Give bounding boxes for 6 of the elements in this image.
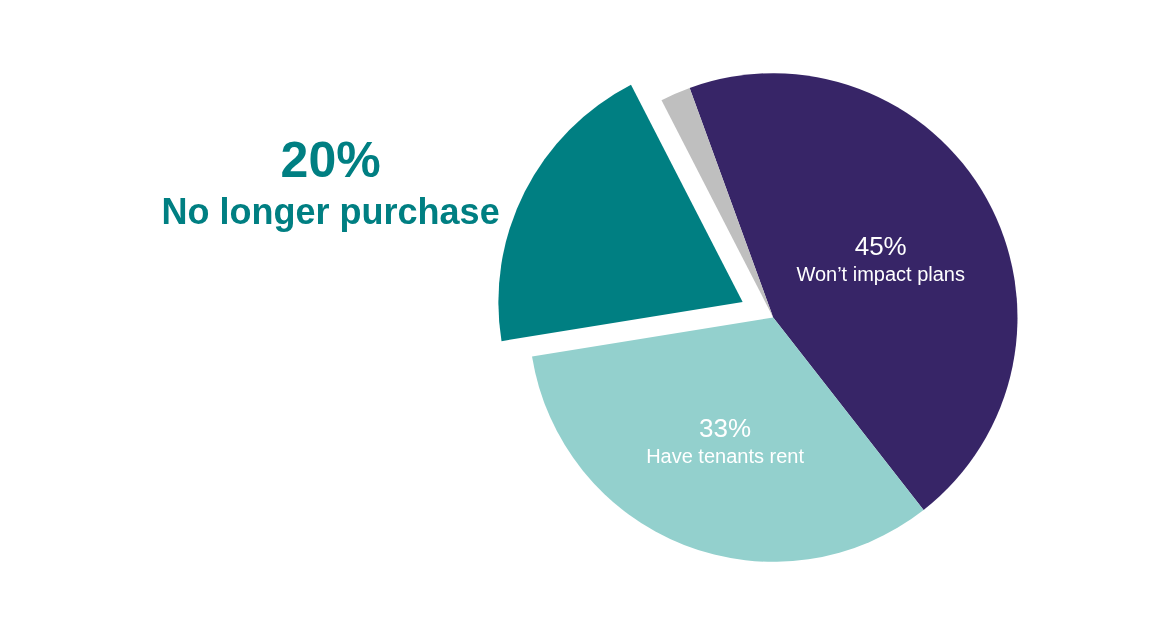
slice-label: Won’t impact plans (796, 262, 965, 285)
data-label: 45% (854, 230, 907, 261)
slice-label: Have tenants rent (646, 444, 805, 467)
data-label: 33% (699, 412, 752, 443)
data-label: 20% (280, 131, 381, 188)
slice-label: No longer purchase (161, 190, 500, 232)
